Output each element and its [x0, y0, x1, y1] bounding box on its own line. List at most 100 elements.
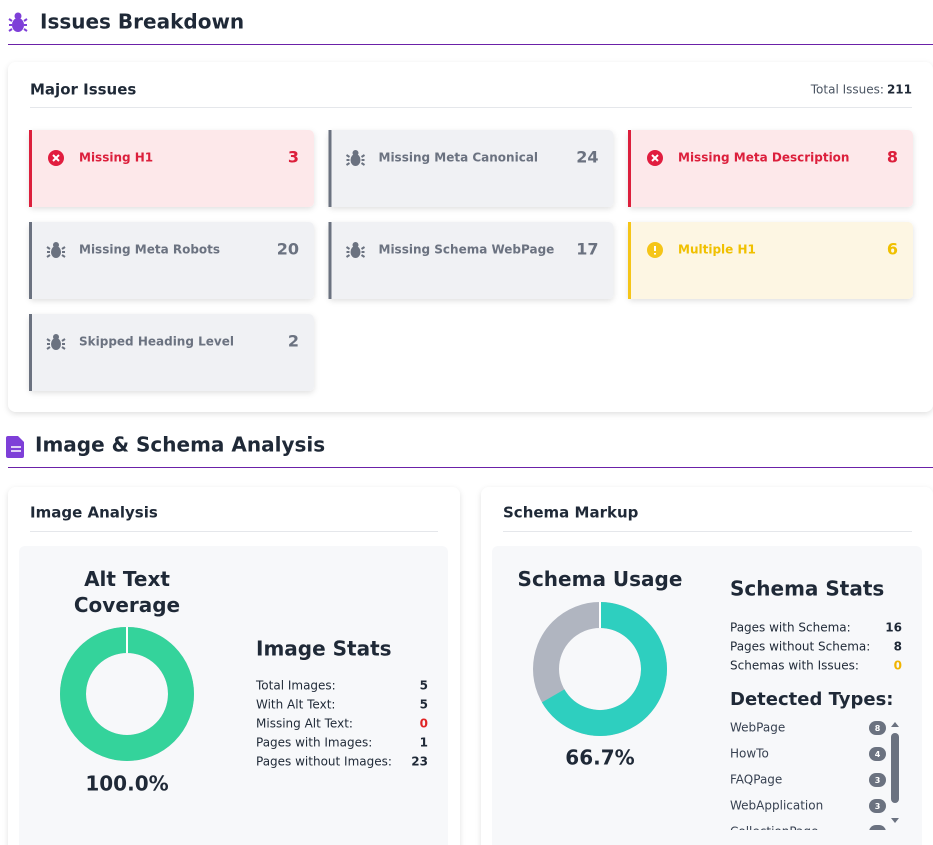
card-title: Schema Markup — [503, 504, 639, 522]
issue-count: 3 — [288, 148, 299, 167]
type-badge — [869, 825, 886, 830]
status-icon — [651, 154, 659, 162]
issue-border — [29, 314, 32, 391]
issue-count: 6 — [887, 240, 898, 259]
issue-bg — [29, 130, 314, 207]
bug-icon — [345, 246, 366, 258]
stats-title: Image Stats — [256, 637, 392, 661]
stat-label: Pages without Schema: — [730, 640, 870, 654]
bug-icon — [352, 242, 359, 248]
issue-card: Missing Meta Robots 20 — [29, 222, 314, 299]
bug-icon — [8, 12, 28, 32]
bug-icon — [352, 150, 359, 156]
issue-count: 24 — [576, 148, 598, 167]
issue-label: Missing Meta Description — [678, 151, 849, 165]
issue-card: Multiple H1 6 — [628, 222, 913, 299]
issue-card: Missing Meta Description 8 — [628, 130, 913, 207]
issue-count: 8 — [887, 148, 898, 167]
scrollbar — [891, 722, 899, 823]
issue-bg — [628, 130, 913, 207]
issue-label: Missing Schema WebPage — [379, 243, 555, 257]
type-count: 8 — [875, 724, 881, 733]
bug-icon — [345, 154, 366, 166]
stats-title: Schema Stats — [730, 577, 884, 601]
type-badge — [869, 799, 886, 813]
issue-count: 20 — [277, 240, 299, 259]
chart-title-box: Alt Text Coverage — [73, 567, 181, 617]
issue-card: Missing Meta Canonical 24 — [328, 130, 614, 207]
bug-icon — [350, 246, 361, 258]
type-count: 3 — [875, 776, 881, 785]
total-label: Total Issues: — [810, 83, 884, 97]
stat-value: 0 — [420, 717, 428, 731]
type-count: 3 — [875, 802, 881, 811]
panel — [19, 546, 448, 845]
issue-label: Missing Meta Canonical — [379, 151, 539, 165]
type-badge — [869, 747, 886, 761]
section-title: Issues Breakdown — [40, 10, 244, 34]
stat-label: Pages with Images: — [256, 736, 372, 750]
issue-border — [628, 130, 631, 207]
issue-border — [328, 130, 332, 207]
stat-value: 23 — [411, 755, 428, 769]
issue-border — [328, 222, 332, 299]
type-label: HowTo — [730, 747, 769, 761]
status-icon — [52, 154, 60, 162]
stat-value: 1 — [420, 736, 428, 750]
section-title: Image & Schema Analysis — [35, 433, 325, 457]
issue-label: Missing H1 — [79, 151, 153, 165]
bug-icon — [350, 154, 361, 166]
stat-value: 8 — [894, 640, 902, 654]
issue-card: Missing H1 3 — [29, 130, 314, 207]
issue-label: Skipped Heading Level — [79, 335, 234, 349]
stat-label: Total Images: — [255, 679, 336, 693]
type-badge — [869, 721, 886, 735]
donut-arc — [541, 602, 667, 736]
card-title: Image Analysis — [30, 504, 158, 522]
type-badge — [869, 773, 886, 787]
issue-grid: Missing H1 3 Missing Meta Canonical 24 Missi… — [29, 130, 913, 391]
issue-bg — [29, 222, 314, 299]
issue-border — [29, 130, 32, 207]
issue-bg — [328, 222, 614, 299]
type-label: CollectionPage — [730, 825, 818, 839]
bug-icon — [46, 246, 66, 258]
bug-icon — [51, 246, 61, 258]
stat-label: Pages with Schema: — [730, 621, 851, 635]
issue-bg — [328, 130, 614, 207]
stat-label: With Alt Text: — [256, 698, 335, 712]
stat-label: Pages without Images: — [256, 755, 392, 769]
stat-value: 5 — [420, 698, 428, 712]
issue-count: 17 — [576, 240, 598, 259]
stat-label: Missing Alt Text: — [256, 717, 353, 731]
type-label: WebPage — [730, 721, 785, 735]
type-label: WebApplication — [730, 799, 823, 813]
type-label: FAQPage — [730, 773, 782, 787]
donut-value-label: 100.0% — [85, 772, 168, 796]
chart-title: Schema Usage — [517, 567, 683, 591]
types-list: WebPage 8 HowTo 4 FAQPage 3 WebApplication 3 Col… — [730, 721, 886, 839]
donut-value-label: 66.7% — [565, 746, 634, 770]
chart-title: Alt Text Coverage — [73, 567, 181, 617]
doc-icon — [6, 436, 24, 458]
bug-icon — [53, 242, 59, 248]
bug-icon — [53, 334, 59, 340]
issue-count: 2 — [288, 332, 299, 351]
total-issues: 211 — [887, 83, 912, 97]
stat-value: 5 — [420, 679, 428, 693]
stat-label: Schemas with Issues: — [730, 659, 859, 673]
issue-label: Multiple H1 — [678, 243, 756, 257]
issue-card: Missing Schema WebPage 17 — [328, 222, 614, 299]
types-title: Detected Types: — [730, 689, 893, 710]
issue-bg — [628, 222, 913, 299]
bug-icon — [51, 338, 61, 350]
stat-value: 16 — [885, 621, 902, 635]
issue-label: Missing Meta Robots — [79, 243, 220, 257]
issue-border — [628, 222, 631, 299]
issue-border — [29, 222, 32, 299]
issue-bg — [29, 314, 314, 391]
type-count: 4 — [875, 750, 881, 759]
stat-value: 0 — [894, 659, 902, 673]
chart-title-box: Schema Usage — [517, 567, 683, 591]
